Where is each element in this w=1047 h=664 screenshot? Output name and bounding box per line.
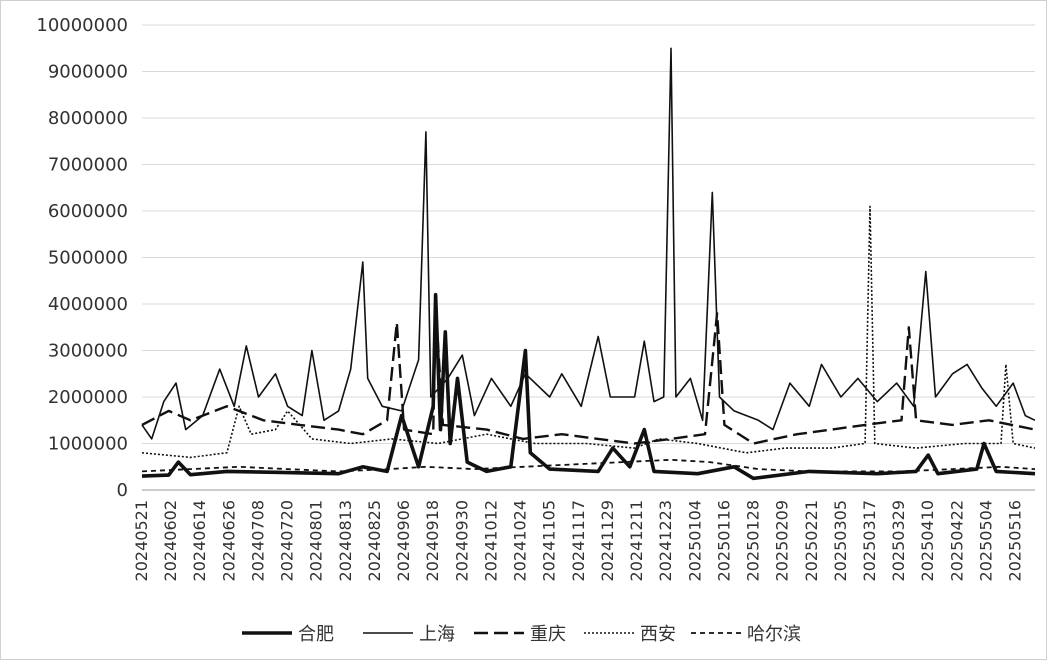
series-line-上海 [141,47,1036,440]
x-tick-label: 20250128 [744,500,763,581]
y-tick-label: 1000000 [48,434,128,455]
x-tick-label: 20240626 [219,500,238,581]
x-tick-label: 20241223 [656,500,675,581]
x-tick-label: 20241117 [569,500,588,581]
plot-area [141,47,1036,481]
x-tick-label: 20241012 [481,500,500,581]
x-tick-label: 20240930 [452,500,471,581]
x-tick-label: 20250329 [889,500,908,581]
y-tick-label: 2000000 [48,387,128,408]
y-tick-label: 4000000 [48,294,128,315]
x-tick-label: 20250221 [802,500,821,581]
x-tick-label: 20250410 [918,500,937,581]
y-tick-label: 3000000 [48,341,128,362]
y-tick-label: 0 [117,480,128,501]
y-axis: 0 1000000 2000000 3000000 4000000 5000000 6000… [36,15,128,501]
x-tick-label: 20240708 [248,500,267,581]
x-tick-label: 20240521 [132,500,151,581]
legend-label: 哈尔滨 [747,624,801,645]
x-tick-label: 20240906 [394,500,413,581]
series-line-合肥 [141,292,1036,481]
legend-label: 合肥 [298,624,334,645]
y-tick-label: 7000000 [48,155,128,176]
x-tick-label: 20240801 [307,500,326,581]
y-tick-label: 10000000 [36,15,128,36]
series-line-哈尔滨 [141,458,1036,473]
x-tick-label: 20240614 [190,500,209,581]
y-tick-label: 9000000 [48,62,128,83]
x-tick-label: 20250116 [714,500,733,581]
legend-label: 西安 [640,624,676,645]
x-tick-label: 20241024 [511,500,530,581]
x-tick-label: 20250104 [685,500,704,581]
x-tick-label: 20250422 [947,500,966,581]
x-tick-label: 20250504 [976,500,995,581]
x-tick-label: 20241211 [627,500,646,581]
x-tick-label: 20250516 [1006,500,1025,581]
y-tick-label: 6000000 [48,201,128,222]
y-tick-label: 8000000 [48,108,128,129]
x-tick-label: 20250305 [831,500,850,581]
y-tick-label: 5000000 [48,248,128,269]
x-tick-label: 20240918 [423,500,442,581]
x-tick-label: 20250317 [860,500,879,581]
legend-label: 重庆 [530,624,566,645]
x-tick-label: 20240720 [278,500,297,581]
x-tick-label: 20240602 [161,500,180,581]
x-tick-label: 20250209 [773,500,792,581]
legend-label: 上海 [419,624,455,645]
legend: 合肥 上海 重庆 西安 哈尔滨 [242,624,801,645]
series-line-西安 [141,205,1036,459]
x-tick-label: 20240825 [365,500,384,581]
x-tick-label: 20241129 [598,500,617,581]
series-line-重庆 [141,302,1036,445]
x-axis: 20240521 20240602 20240614 20240626 20240708… [132,500,1025,581]
x-tick-label: 20241105 [540,500,559,581]
gridlines [142,24,1035,491]
x-tick-label: 20240813 [336,500,355,581]
